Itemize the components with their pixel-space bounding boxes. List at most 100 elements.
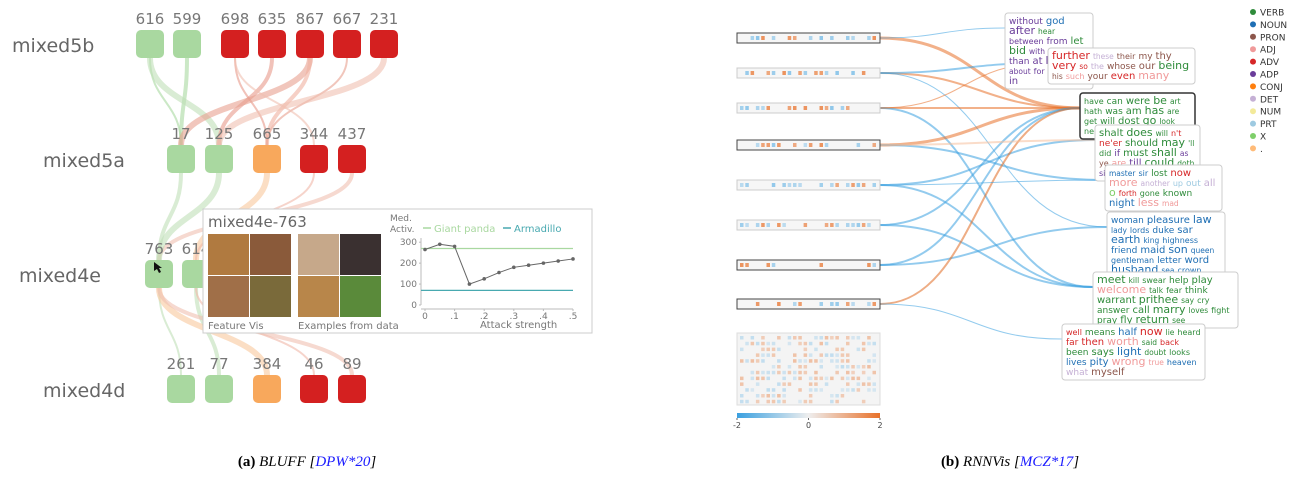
cloud-word: heard [1177, 328, 1200, 337]
state-cell [761, 377, 765, 381]
state-cell [835, 365, 839, 369]
state-cell [867, 359, 871, 363]
y-axis-label: Med. [390, 214, 412, 224]
state-cell [825, 342, 829, 346]
state-cell [751, 36, 755, 40]
state-cell [873, 382, 877, 386]
state-cell [820, 336, 824, 340]
caption-cite[interactable]: DPW*20 [314, 454, 370, 470]
cloud-word: known [1163, 189, 1193, 199]
state-cell [862, 342, 866, 346]
state-cell [857, 388, 861, 392]
cloud-word: 'll [1188, 139, 1194, 148]
state-cell [740, 263, 744, 267]
cloud-word: very [1052, 59, 1077, 72]
state-cell [751, 336, 755, 340]
state-cell [857, 223, 861, 227]
state-cell [745, 183, 749, 187]
state-cell [788, 183, 792, 187]
node [167, 145, 195, 173]
state-cell [756, 359, 760, 363]
state-cell [772, 388, 776, 392]
state-cell [846, 382, 850, 386]
legend-label: X [1260, 133, 1266, 143]
state-cell [767, 223, 771, 227]
state-cell [867, 365, 871, 369]
legend-label: NOUN [1260, 21, 1287, 31]
state-cell [846, 377, 850, 381]
inset-title: mixed4e-763 [208, 213, 307, 231]
state-cell [814, 359, 818, 363]
state-cell [862, 371, 866, 375]
state-cell [788, 71, 792, 75]
state-cell [793, 371, 797, 375]
state-cell [793, 377, 797, 381]
state-cell [761, 371, 765, 375]
legend-label: . [1260, 145, 1263, 155]
state-cell [851, 71, 855, 75]
state-cell [772, 36, 776, 40]
state-cell [740, 348, 744, 352]
cloud-word: for [1034, 67, 1046, 76]
state-cell [820, 36, 824, 40]
cloud-word: get [1084, 117, 1097, 126]
state-cell [851, 36, 855, 40]
state-cell [851, 371, 855, 375]
image-tile [250, 276, 291, 317]
y-tick-label: 0 [411, 301, 417, 311]
state-cell [782, 377, 786, 381]
node [253, 145, 281, 173]
state-cell [851, 336, 855, 340]
node [221, 30, 249, 58]
state-cell [862, 71, 866, 75]
cloud-word: king [1143, 236, 1159, 245]
state-cell [841, 359, 845, 363]
state-cell [867, 302, 871, 306]
legend-dot [1250, 34, 1256, 40]
cloud-word: out [1186, 179, 1201, 189]
image-tile [250, 234, 291, 275]
state-cell [867, 223, 871, 227]
y-tick-label: 300 [400, 238, 417, 248]
cloud-word: all [1204, 178, 1216, 189]
point [468, 282, 472, 286]
state-cell [835, 223, 839, 227]
legend-label: ADV [1260, 58, 1280, 68]
state-cell [740, 183, 744, 187]
node-label: 46 [304, 355, 323, 373]
state-cell [809, 36, 813, 40]
state-cell [825, 106, 829, 110]
state-cell [782, 400, 786, 404]
node-label: 667 [333, 10, 362, 28]
state-cell [867, 36, 871, 40]
point [556, 259, 560, 263]
cloud-word: maid [1140, 245, 1165, 256]
x-tick-label: 0 [422, 312, 428, 322]
cloud-word: your [1087, 72, 1108, 82]
cloud-word: friend [1111, 246, 1137, 256]
state-cell [798, 400, 802, 404]
state-cell [767, 400, 771, 404]
state-cell [798, 302, 802, 306]
state-cell [873, 342, 877, 346]
cloud-word: art [1170, 97, 1181, 106]
state-cell [751, 342, 755, 346]
state-cell [830, 353, 834, 357]
state-cell [830, 394, 834, 398]
state-cell [873, 302, 877, 306]
state-cell [867, 342, 871, 346]
cloud-word: play [1191, 275, 1212, 286]
node [205, 375, 233, 403]
state-cell [809, 353, 813, 357]
state-cell [862, 223, 866, 227]
cloud-word: what [1066, 368, 1089, 378]
state-cell [804, 71, 808, 75]
state-cell [857, 382, 861, 386]
state-cell [740, 382, 744, 386]
layer-label: mixed5b [12, 35, 94, 57]
caption-cite[interactable]: MCZ*17 [1019, 454, 1075, 470]
state-cell [867, 336, 871, 340]
cloud-word: his [1052, 72, 1063, 81]
state-cell [857, 183, 861, 187]
state-cell [756, 377, 760, 381]
